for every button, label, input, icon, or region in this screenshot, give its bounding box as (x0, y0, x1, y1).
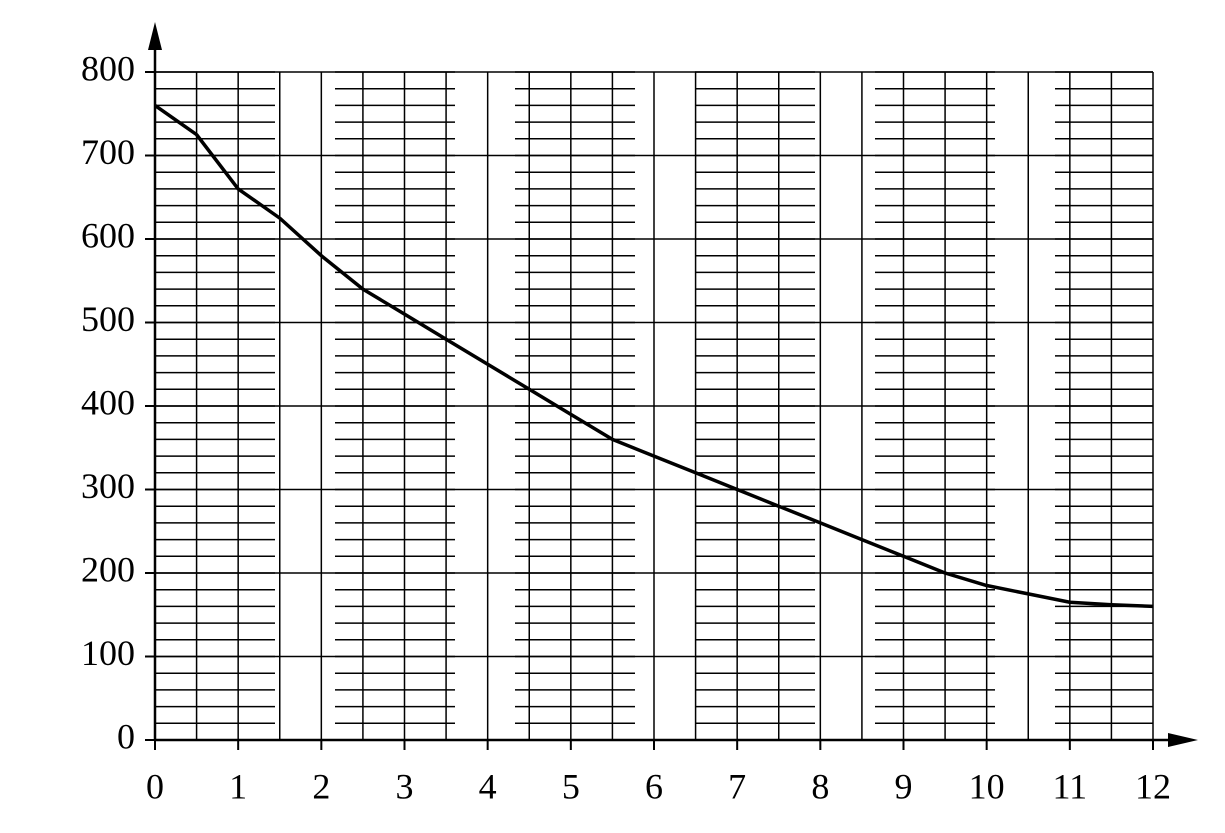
x-tick-label: 3 (396, 766, 414, 806)
x-tick-label: 11 (1052, 766, 1087, 806)
x-tick-label: 4 (479, 766, 497, 806)
x-tick-label: 0 (146, 766, 164, 806)
y-tick-label: 0 (117, 716, 135, 756)
x-tick-label: 9 (895, 766, 913, 806)
y-tick-label: 500 (81, 299, 135, 339)
y-tick-label: 800 (81, 48, 135, 88)
y-tick-label: 700 (81, 132, 135, 172)
x-tick-label: 1 (229, 766, 247, 806)
y-axis-arrow (148, 22, 162, 50)
y-tick-label: 400 (81, 382, 135, 422)
x-tick-label: 7 (728, 766, 746, 806)
x-tick-label: 10 (969, 766, 1005, 806)
y-tick-label: 100 (81, 633, 135, 673)
x-tick-label: 6 (645, 766, 663, 806)
y-tick-label: 600 (81, 215, 135, 255)
x-axis-arrow (1168, 733, 1198, 747)
data-line (153, 103, 1154, 609)
x-tick-label: 5 (562, 766, 580, 806)
y-tick-label: 300 (81, 466, 135, 506)
y-tick-label: 200 (81, 549, 135, 589)
x-tick-label: 2 (312, 766, 330, 806)
x-tick-label: 12 (1135, 766, 1171, 806)
x-tick-label: 8 (811, 766, 829, 806)
